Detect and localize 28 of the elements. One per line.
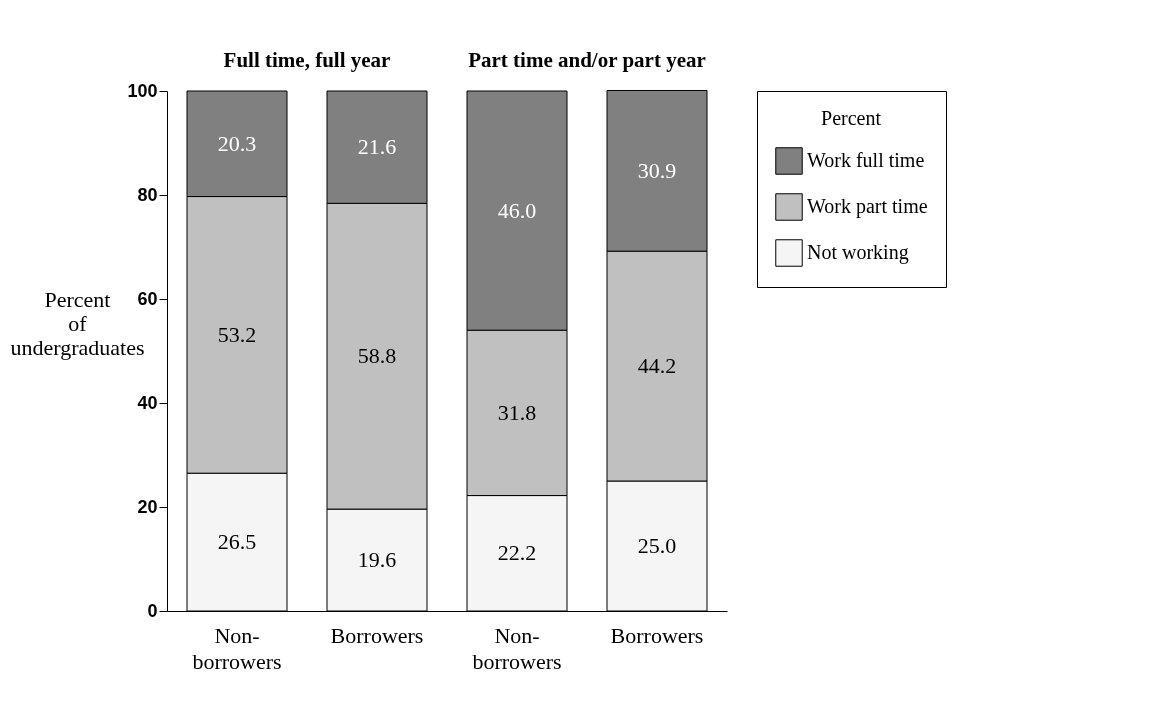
data-label: 44.2 <box>637 353 677 379</box>
text: Full time, full year <box>223 48 391 72</box>
text: Part time and/or part year <box>468 48 706 72</box>
legend-label: Work part time <box>807 195 928 218</box>
data-label: 31.8 <box>497 399 537 425</box>
data-label: 21.6 <box>357 134 397 160</box>
x-tick-label: Non- borrowers <box>192 622 282 674</box>
data-label: 30.9 <box>637 157 677 183</box>
y-tick-label: 80 <box>137 184 158 205</box>
data-label: 20.3 <box>217 130 257 156</box>
legend-title: Percent <box>821 107 882 129</box>
x-tick-label: Borrowers <box>610 622 704 648</box>
legend-label: Not working <box>807 241 909 264</box>
data-label: 25.0 <box>637 533 677 558</box>
data-label: 22.2 <box>497 540 537 566</box>
x-tick-label: Borrowers <box>330 622 424 648</box>
legend-label: Work full time <box>807 149 925 171</box>
data-label: 58.8 <box>357 343 397 369</box>
y-tick-label: 0 <box>147 600 158 621</box>
y-tick-label: 100 <box>127 80 158 101</box>
y-tick-label: 20 <box>137 496 158 517</box>
data-label: 46.0 <box>497 197 537 223</box>
data-label: 53.2 <box>217 321 257 347</box>
x-tick-label: Non- borrowers <box>472 622 562 674</box>
data-label: 19.6 <box>357 547 397 573</box>
y-tick-label: 40 <box>137 392 158 413</box>
data-label: 26.5 <box>217 529 257 555</box>
y-tick-label: 60 <box>137 288 158 309</box>
